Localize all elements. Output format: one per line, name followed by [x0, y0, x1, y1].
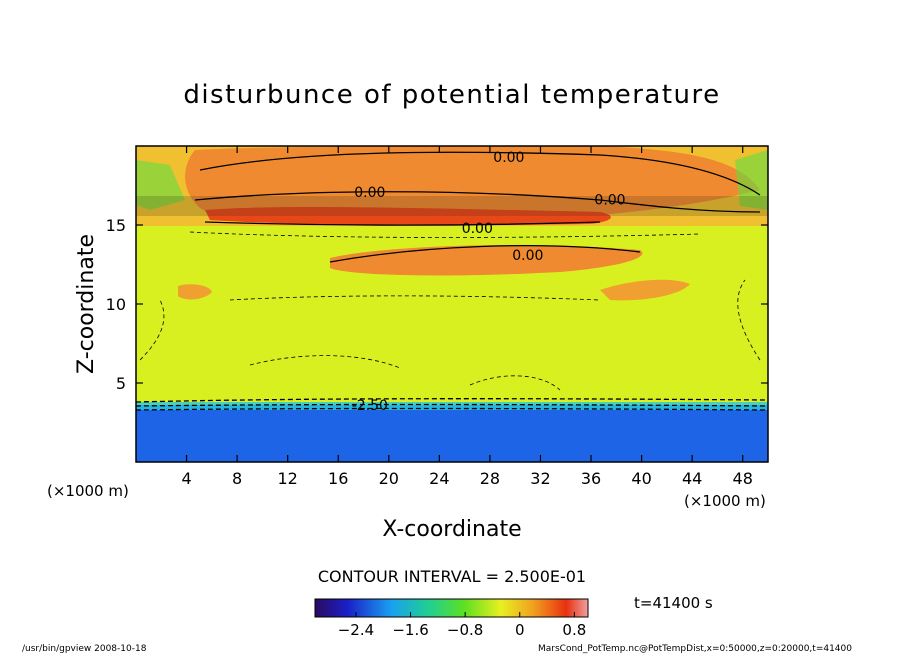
- x-tick-label: 44: [682, 469, 702, 488]
- warm-patch-right: [600, 279, 690, 301]
- y-tick-label: 5: [116, 374, 126, 393]
- cold-layer: [136, 405, 768, 462]
- x-unit-right: (×1000 m): [684, 492, 766, 510]
- cold-layer-top: [136, 402, 768, 410]
- colorbar-tick-label: 0.8: [562, 621, 586, 639]
- colorbar-tick-label: −2.4: [338, 621, 374, 639]
- colorbar-tick-label: −1.6: [392, 621, 428, 639]
- warm-band: [205, 206, 611, 226]
- green-noise-left: [136, 160, 185, 210]
- footer-right: MarsCond_PotTemp.nc@PotTempDist,x=0:5000…: [538, 644, 852, 654]
- colorbar-ticks: −2.4 −1.6 −0.8 0 0.8: [338, 612, 586, 639]
- contour-labels: 0.00 0.00 0.00 0.00 0.00 -2.50: [352, 150, 626, 414]
- x-tick-label: 20: [379, 469, 399, 488]
- contour-label: 0.00: [512, 248, 543, 264]
- warm-lobe-upper: [185, 146, 760, 223]
- x-tick-label: 4: [181, 469, 191, 488]
- x-tick-label: 16: [328, 469, 348, 488]
- warm-band-mid: [330, 244, 643, 276]
- x-tick-label: 12: [278, 469, 298, 488]
- warm-patch-left: [178, 284, 212, 300]
- dark-band: [136, 196, 768, 216]
- x-tick-label: 28: [480, 469, 500, 488]
- colorbar-tick-label: −0.8: [447, 621, 483, 639]
- contour-label: 0.00: [462, 221, 493, 237]
- x-tick-label: 48: [733, 469, 753, 488]
- x-axis-label: X-coordinate: [382, 517, 521, 542]
- footer-left: /usr/bin/gpview 2008-10-18: [22, 644, 147, 654]
- contour-label: 0.00: [594, 193, 625, 209]
- y-axis: 5 10 15: [106, 216, 768, 393]
- x-tick-label: 40: [631, 469, 651, 488]
- x-axis: 4 8 12 16 20 24 28 32 36 40 44 48: [181, 146, 753, 488]
- x-tick-label: 24: [429, 469, 449, 488]
- x-tick-label: 36: [581, 469, 601, 488]
- chart-title: disturbunce of potential temperature: [183, 80, 720, 110]
- x-tick-label: 8: [232, 469, 242, 488]
- contour-label: 0.00: [493, 150, 524, 166]
- contour-lines: [136, 151, 768, 411]
- contour-label: 0.00: [354, 185, 385, 201]
- time-label: t=41400 s: [634, 594, 713, 612]
- y-tick-label: 10: [106, 295, 126, 314]
- y-axis-label: Z-coordinate: [74, 234, 99, 374]
- x-tick-label: 32: [530, 469, 550, 488]
- colorbar-tick-label: 0: [515, 621, 525, 639]
- contour-label: -2.50: [352, 398, 388, 414]
- plot-field: [136, 146, 768, 462]
- x-unit-left: (×1000 m): [47, 482, 129, 500]
- contour-interval: CONTOUR INTERVAL = 2.500E-01: [318, 567, 586, 586]
- dashed-contours: [139, 231, 761, 391]
- y-tick-label: 15: [106, 216, 126, 235]
